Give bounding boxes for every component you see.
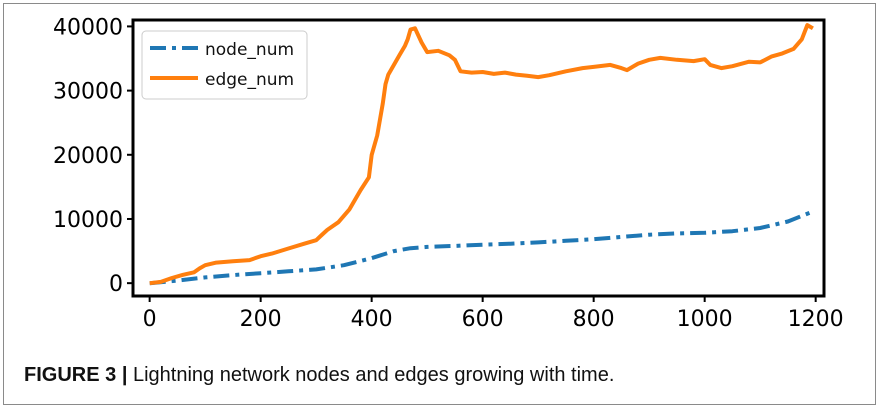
line-chart: 0 200 400 600 800 1000 1200 0 10000 20000 30000 400… <box>53 15 844 332</box>
x-tick-label: 1200 <box>788 307 844 332</box>
y-tick-label: 20000 <box>53 144 123 169</box>
y-tick-label: 30000 <box>53 80 123 105</box>
series-line-edge-num <box>149 23 814 286</box>
series-layer <box>149 23 814 286</box>
x-tick-label: 0 <box>143 307 157 332</box>
legend: node_num edge_num <box>141 30 308 100</box>
legend-label-edge-num: edge_num <box>205 70 294 90</box>
y-tick-label: 0 <box>109 272 123 297</box>
caption-separator: | <box>121 364 128 386</box>
figure-caption: FIGURE 3 | Lightning network nodes and e… <box>24 364 614 387</box>
x-tick-label: 1000 <box>677 307 733 332</box>
x-tick-label: 800 <box>573 307 615 332</box>
x-tick-label: 400 <box>351 307 393 332</box>
legend-label-node-num: node_num <box>205 40 294 60</box>
caption-label: FIGURE 3 <box>24 364 117 386</box>
caption-text: Lightning network nodes and edges growin… <box>132 364 615 386</box>
x-tick-label: 200 <box>240 307 282 332</box>
tick-layer: 0 200 400 600 800 1000 1200 0 10000 20000 30000 400… <box>53 15 844 332</box>
x-tick-label: 600 <box>462 307 504 332</box>
y-tick-label: 10000 <box>53 208 123 233</box>
series-line-node-num <box>149 210 811 286</box>
y-tick-label: 40000 <box>53 15 123 40</box>
